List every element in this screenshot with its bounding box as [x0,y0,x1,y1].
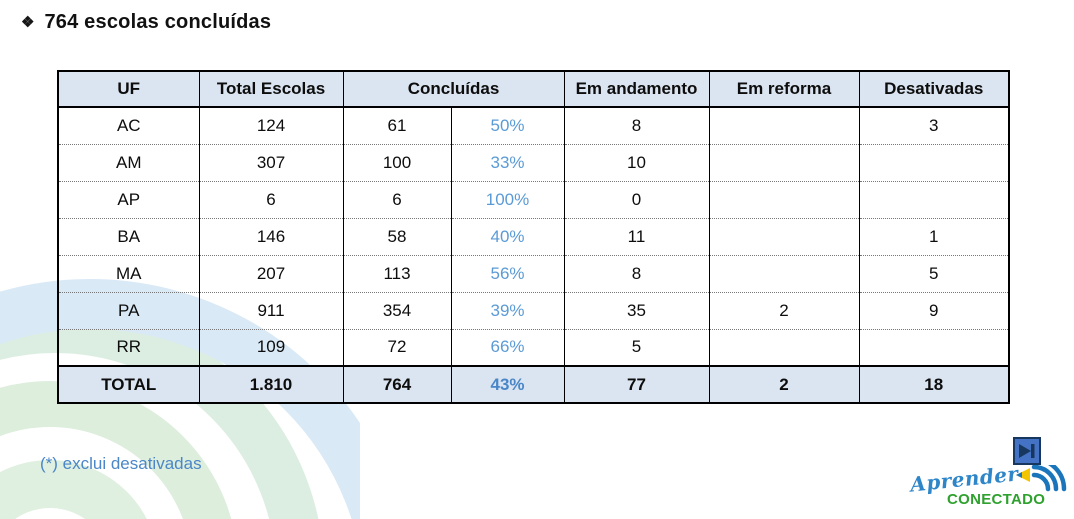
cell-concluidas: 113 [342,254,452,292]
cell-andamento: 0 [563,180,710,218]
table-row: MA 207 113 56% 8 5 [57,254,1010,292]
cell-andamento: 35 [563,291,710,329]
cell-pct: 33% [450,143,565,181]
cell-concluidas: 764 [342,365,452,403]
schools-table: UF Total Escolas Concluídas Em andamento… [57,70,1010,404]
schools-table-container: UF Total Escolas Concluídas Em andamento… [57,70,1010,404]
cell-uf: AM [57,143,200,181]
cell-pct: 40% [450,217,565,255]
col-header-em-andamento: Em andamento [563,70,710,108]
col-header-concluidas: Concluídas [342,70,565,108]
col-header-uf: UF [57,70,200,108]
table-header-row: UF Total Escolas Concluídas Em andamento… [57,70,1010,108]
cell-total: 1.810 [198,365,344,403]
cell-andamento: 8 [563,254,710,292]
cell-total: 207 [198,254,344,292]
cell-andamento: 10 [563,143,710,181]
cell-total: 146 [198,217,344,255]
cell-reforma [708,180,860,218]
table-row: AC 124 61 50% 8 3 [57,106,1010,144]
cell-desativadas: 9 [858,291,1010,329]
cell-uf: RR [57,328,200,366]
cell-total: 124 [198,106,344,144]
page-title: 764 escolas concluídas [44,11,272,33]
cell-total: 6 [198,180,344,218]
col-header-desativadas: Desativadas [858,70,1010,108]
cell-pct: 66% [450,328,565,366]
diamond-bullet-icon: ❖ [21,14,35,31]
skip-next-icon [1019,444,1035,458]
cell-uf: PA [57,291,200,329]
cell-andamento: 8 [563,106,710,144]
table-row: AP 6 6 100% 0 [57,180,1010,218]
megaphone-wifi-icon [1016,465,1067,492]
col-header-total-escolas: Total Escolas [198,70,344,108]
cell-concluidas: 6 [342,180,452,218]
table-row: BA 146 58 40% 11 1 [57,217,1010,255]
cell-concluidas: 72 [342,328,452,366]
cell-reforma [708,328,860,366]
cell-andamento: 77 [563,365,710,403]
table-row: RR 109 72 66% 5 [57,328,1010,366]
cell-pct: 39% [450,291,565,329]
cell-concluidas: 354 [342,291,452,329]
table-row: PA 911 354 39% 35 2 9 [57,291,1010,329]
cell-desativadas [858,143,1010,181]
table-total-row: TOTAL 1.810 764 43% 77 2 18 [57,365,1010,403]
cell-desativadas: 5 [858,254,1010,292]
cell-total: 307 [198,143,344,181]
cell-desativadas [858,328,1010,366]
cell-pct: 43% [450,365,565,403]
cell-desativadas: 18 [858,365,1010,403]
cell-concluidas: 61 [342,106,452,144]
cell-pct: 56% [450,254,565,292]
cell-reforma: 2 [708,365,860,403]
cell-reforma [708,143,860,181]
cell-uf: AC [57,106,200,144]
cell-total: 911 [198,291,344,329]
logo-text-conectado: CONECTADO [947,491,1046,508]
cell-andamento: 5 [563,328,710,366]
footnote: (*) exclui desativadas [40,454,202,473]
cell-concluidas: 58 [342,217,452,255]
slide-title-block: ❖ 764 escolas concluídas [21,11,271,34]
cell-concluidas: 100 [342,143,452,181]
col-header-em-reforma: Em reforma [708,70,860,108]
aprender-conectado-logo: Aprender CONECTADO [908,461,1068,515]
cell-reforma [708,106,860,144]
cell-pct: 100% [450,180,565,218]
cell-reforma: 2 [708,291,860,329]
cell-desativadas [858,180,1010,218]
cell-reforma [708,254,860,292]
cell-desativadas: 1 [858,217,1010,255]
cell-uf: TOTAL [57,365,200,403]
cell-pct: 50% [450,106,565,144]
table-row: AM 307 100 33% 10 [57,143,1010,181]
next-slide-button[interactable] [1013,437,1041,465]
cell-reforma [708,217,860,255]
cell-desativadas: 3 [858,106,1010,144]
cell-uf: MA [57,254,200,292]
cell-uf: AP [57,180,200,218]
cell-total: 109 [198,328,344,366]
cell-uf: BA [57,217,200,255]
cell-andamento: 11 [563,217,710,255]
